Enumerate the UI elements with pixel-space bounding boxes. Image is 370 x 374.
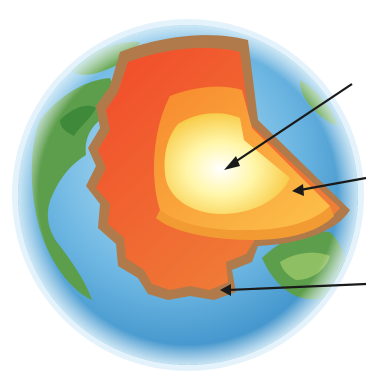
pointer-outer-core [299,176,367,192]
outer-core-edge [156,206,334,240]
pointer-outer-core-head [292,184,304,196]
pointer-crust [227,282,367,292]
pointer-inner-core-head [224,156,240,170]
pointer-arrows [220,83,367,296]
pointer-inner-core [231,83,353,165]
inner-core-layer [164,113,290,214]
pointer-crust-head [220,284,231,296]
